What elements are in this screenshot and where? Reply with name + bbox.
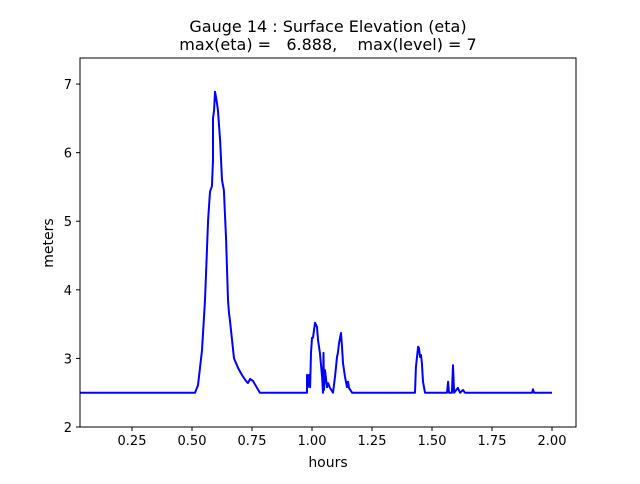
plot-area: [80, 90, 552, 394]
y-axis: 2 3 4 5 6 7: [64, 78, 80, 436]
x-tick-label: 1.25: [358, 434, 387, 449]
x-axis-label: hours: [308, 455, 347, 471]
y-tick-label: 6: [64, 147, 72, 162]
x-tick-label: 0.25: [118, 434, 147, 449]
y-tick-label: 4: [64, 284, 72, 299]
chart-title: Gauge 14 : Surface Elevation (eta): [189, 17, 466, 36]
x-tick-label: 1.00: [298, 434, 327, 449]
x-tick-label: 1.75: [478, 434, 507, 449]
chart-subtitle: max(eta) = 6.888, max(level) = 7: [179, 35, 476, 54]
x-tick-label: 1.50: [418, 434, 447, 449]
y-tick-label: 5: [64, 215, 72, 230]
y-tick-label: 2: [64, 421, 72, 436]
y-axis-label: meters: [41, 218, 57, 267]
series-line-eta: [80, 90, 552, 394]
axes-frame: [79, 57, 577, 428]
x-tick-label: 0.75: [238, 434, 267, 449]
x-axis: 0.25 0.50 0.75 1.00 1.25 1.50 1.75 2.00: [118, 427, 567, 449]
y-tick-label: 3: [64, 352, 72, 367]
y-tick-label: 7: [64, 78, 72, 93]
x-tick-label: 2.00: [538, 434, 567, 449]
x-tick-label: 0.50: [178, 434, 207, 449]
